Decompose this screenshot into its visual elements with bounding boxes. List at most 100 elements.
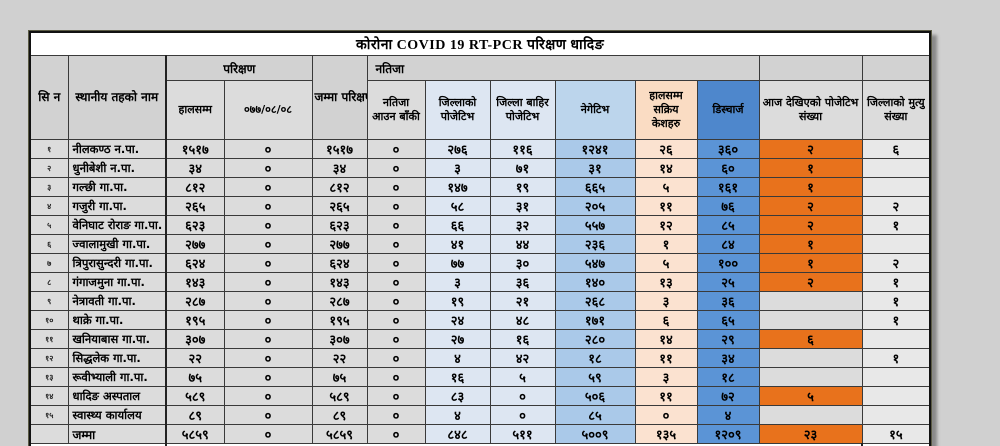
cell-serial-number: ४ — [29, 196, 69, 216]
cell-outside-positive: ४८ — [489, 310, 556, 330]
cell-serial-number: ७ — [29, 253, 69, 273]
table-row: ४ गजुरी गा.पा. २६५ ० २६५ ० ५८ ३१ २०५ ११ ७६ २ २ — [29, 196, 931, 216]
table-row: ६ ज्वालामुखी गा.पा. २७७ ० २७७ ० ४१ ४४ २३६ १ ८४ १ — [29, 234, 931, 254]
cell-result-pending: ० — [366, 253, 426, 273]
cell-tested-date: ० — [223, 253, 313, 273]
cell-total-tested: ३०७ — [311, 329, 368, 349]
cell-outside-positive: ४२ — [489, 348, 556, 368]
cell-tested-date: ० — [223, 329, 313, 349]
cell-result-pending: ० — [366, 386, 426, 406]
header-deaths-spacer — [861, 55, 931, 81]
header-discharged: डिस्चार्ज — [696, 80, 760, 140]
cell-total-tested: २२ — [311, 348, 368, 368]
cell-deaths — [861, 234, 931, 254]
cell-tested-date: ० — [223, 367, 313, 387]
cell-serial-number: ८ — [29, 272, 69, 292]
cell-total-tested: १४३ — [311, 272, 368, 292]
cell-serial-number: १५ — [29, 405, 69, 425]
cell-negative: २८० — [554, 329, 636, 349]
cell-tested-date: ० — [223, 424, 313, 444]
cell-outside-positive: ३२ — [489, 215, 556, 235]
cell-outside-positive: १९ — [489, 177, 556, 197]
covid-rtpcr-table: कोरोना COVID 19 RT-PCR परिक्षण धादिङ सि … — [29, 31, 932, 446]
cell-district-positive: २७ — [424, 329, 491, 349]
cell-discharged: ८५ — [696, 215, 760, 235]
cell-active: ५ — [634, 253, 698, 273]
cell-active: १२ — [634, 215, 698, 235]
cell-deaths: २ — [861, 196, 931, 216]
cell-total-tested: २८७ — [311, 291, 368, 311]
cell-discharged: ६५ — [696, 310, 760, 330]
cell-serial-number — [29, 424, 69, 444]
cell-today-positive: १ — [758, 234, 863, 254]
cell-tested-till: ५८५९ — [165, 424, 225, 444]
cell-today-positive — [758, 367, 863, 387]
cell-tested-till: २८७ — [165, 291, 225, 311]
table-body: १ नीलकण्ठ न.पा. १५१७ ० १५१७ ० २७६ ११६ १२४१ २६ ३६० २… — [29, 139, 931, 444]
cell-active: ११ — [634, 386, 698, 406]
table-row: १२ सिद्धलेक गा.पा. २२ ० २२ ० ४ ४२ १८ ११ ३४ १ — [29, 348, 931, 368]
cell-discharged: २५ — [696, 272, 760, 292]
cell-outside-positive: ५ — [489, 367, 556, 387]
total-row: जम्मा ५८५९ ० ५८५९ ० ८४८ ५११ ५००९ १३५ १२०९ २३ १५ — [29, 424, 931, 444]
cell-district-positive: ७७ — [424, 253, 491, 273]
cell-deaths: ६ — [861, 139, 931, 159]
cell-today-positive: २ — [758, 215, 863, 235]
cell-district-positive: ६६ — [424, 215, 491, 235]
cell-deaths — [861, 405, 931, 425]
header-district-positive: जिल्लाको पोजेटिभ — [424, 80, 491, 140]
cell-total-tested: १९५ — [311, 310, 368, 330]
table-row: १ नीलकण्ठ न.पा. १५१७ ० १५१७ ० २७६ ११६ १२४१ २६ ३६० २… — [29, 139, 931, 159]
cell-result-pending: ० — [366, 405, 426, 425]
cell-tested-till: १९५ — [165, 310, 225, 330]
cell-today-positive — [758, 310, 863, 330]
cell-local-level-name: जम्मा — [67, 424, 167, 444]
title-row: कोरोना COVID 19 RT-PCR परिक्षण धादिङ — [29, 31, 931, 56]
cell-negative: ३१ — [554, 158, 636, 178]
cell-local-level-name: नेत्रावती गा.पा. — [67, 291, 167, 311]
cell-result-pending: ० — [366, 139, 426, 159]
cell-deaths: २ — [861, 253, 931, 273]
footnote-text: Total Positive cases=1367 (Inside distri… — [165, 443, 863, 446]
cell-local-level-name: धादिङ अस्पताल — [67, 386, 167, 406]
cell-tested-date: ० — [223, 386, 313, 406]
cell-tested-till: ३४ — [165, 158, 225, 178]
cell-local-level-name: रूवीभ्याली गा.पा. — [67, 367, 167, 387]
cell-negative: ५००९ — [554, 424, 636, 444]
cell-local-level-name: ज्वालामुखी गा.पा. — [67, 234, 167, 254]
cell-result-pending: ० — [366, 215, 426, 235]
cell-outside-positive: ३६ — [489, 272, 556, 292]
cell-local-level-name: थाक्रे गा.पा. — [67, 310, 167, 330]
cell-outside-positive: ५११ — [489, 424, 556, 444]
cell-outside-positive: २१ — [489, 291, 556, 311]
cell-negative: ५५७ — [554, 215, 636, 235]
footnote-left-empty-cell — [29, 443, 167, 446]
cell-negative: ८५ — [554, 405, 636, 425]
cell-outside-positive: ७१ — [489, 158, 556, 178]
cell-deaths — [861, 386, 931, 406]
cell-tested-date: ० — [223, 139, 313, 159]
cell-active: १ — [634, 234, 698, 254]
cell-negative: १२४१ — [554, 139, 636, 159]
cell-discharged: १६१ — [696, 177, 760, 197]
cell-today-positive: २ — [758, 272, 863, 292]
cell-today-positive: १ — [758, 177, 863, 197]
header-today-positive-spacer — [758, 55, 863, 81]
table-row: ५ वेनिघाट रोराङ गा.पा. ६२३ ० ६२३ ० ६६ ३२ ५५७ १२ ८५… — [29, 215, 931, 235]
cell-district-positive: ४१ — [424, 234, 491, 254]
cell-local-level-name: त्रिपुरासुन्दरी गा.पा. — [67, 253, 167, 273]
cell-district-positive: ४ — [424, 348, 491, 368]
header-group-row: सि न स्थानीय तहको नाम परिक्षण जम्मा परिक… — [29, 55, 931, 140]
cell-outside-positive: ० — [489, 405, 556, 425]
cell-result-pending: ० — [366, 234, 426, 254]
cell-tested-till: ५८९ — [165, 386, 225, 406]
cell-active: २६ — [634, 139, 698, 159]
cell-district-positive: ५८ — [424, 196, 491, 216]
cell-tested-date: ० — [223, 215, 313, 235]
cell-tested-till: ७५ — [165, 367, 225, 387]
cell-active: १३ — [634, 272, 698, 292]
cell-serial-number: १२ — [29, 348, 69, 368]
cell-today-positive — [758, 348, 863, 368]
cell-negative: ५४७ — [554, 253, 636, 273]
cell-tested-date: ० — [223, 310, 313, 330]
